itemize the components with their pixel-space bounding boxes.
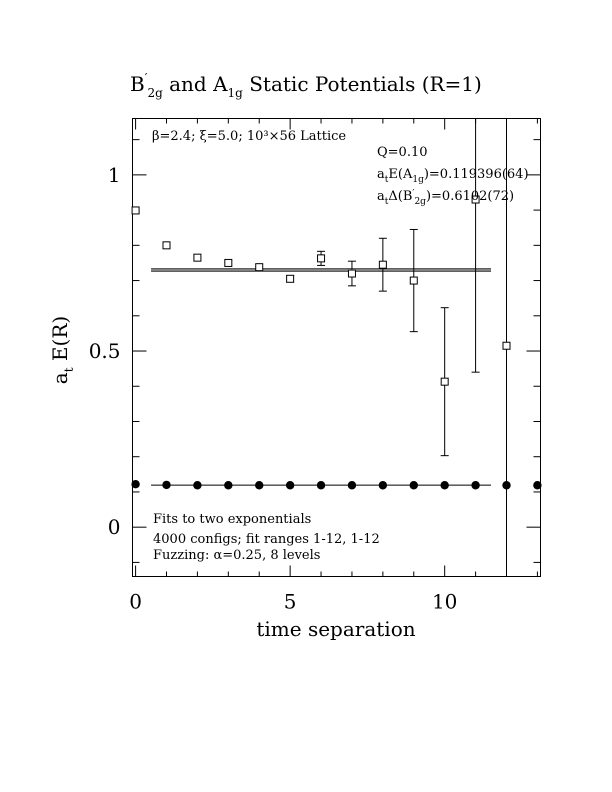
annotation-a1g-energy: atE(A1g)=0.119396(64) bbox=[377, 167, 529, 185]
x-tick-label: 0 bbox=[129, 590, 142, 614]
b2g-data-point bbox=[286, 274, 295, 283]
tick-labels: 0 5 10 0 0.5 1 bbox=[89, 163, 458, 614]
a1g-data-point bbox=[347, 481, 357, 490]
a1g-rest: )=0.119396(64) bbox=[424, 167, 529, 182]
a1g-t: t bbox=[385, 175, 389, 185]
a1g-mid: E(A bbox=[388, 167, 413, 182]
y-label-a: a bbox=[48, 372, 72, 384]
annotation-params: β=2.4; ξ=5.0; 10³×56 Lattice bbox=[152, 129, 346, 144]
annotation-fit-2: 4000 configs; fit ranges 1-12, 1-12 bbox=[153, 532, 380, 547]
a1g-data-point bbox=[316, 481, 326, 490]
b2g-data-point bbox=[502, 341, 511, 350]
b2g-data-point bbox=[409, 276, 418, 285]
fit-lines bbox=[151, 268, 492, 486]
annotation-b2g-gap: atΔ(B′2g)=0.6102(72) bbox=[377, 189, 514, 207]
b2g-data-point bbox=[347, 269, 356, 278]
x-tick-label: 10 bbox=[432, 590, 457, 614]
annotation-q: Q=0.10 bbox=[377, 145, 428, 160]
a1g-data-point bbox=[255, 481, 264, 490]
b2g-sub: 2g bbox=[414, 197, 426, 207]
tick-marks bbox=[132, 118, 541, 577]
b2g-data-point bbox=[162, 241, 171, 250]
b2g-data-point bbox=[193, 253, 202, 262]
title-main: B bbox=[130, 72, 145, 96]
title-sub-2: 1g bbox=[228, 86, 244, 100]
a1g-data-point bbox=[162, 480, 171, 490]
b2g-t: t bbox=[385, 197, 389, 207]
a1g-data-point bbox=[378, 481, 388, 490]
b2g-data-point bbox=[440, 377, 449, 386]
title-sub-1: 2g bbox=[147, 86, 163, 100]
b2g-a: a bbox=[377, 189, 385, 204]
y-label-rest: E(R) bbox=[48, 316, 72, 368]
a1g-sub: 1g bbox=[412, 175, 424, 185]
chart-title: B′2g and A1g Static Potentials (R=1) bbox=[130, 71, 482, 100]
a1g-data-point bbox=[285, 481, 295, 490]
annotation-fit-1: Fits to two exponentials bbox=[153, 512, 311, 527]
y-tick-label: 0.5 bbox=[89, 339, 121, 363]
title-mid: and A bbox=[163, 72, 228, 96]
b2g-data-point bbox=[378, 260, 387, 269]
b2g-mid: Δ(B bbox=[388, 189, 412, 204]
x-tick-label: 5 bbox=[284, 590, 297, 614]
a1g-data-point bbox=[440, 481, 449, 490]
b2g-data-point bbox=[131, 206, 140, 215]
b2g-data-point bbox=[471, 195, 480, 204]
b2g-rest: )=0.6102(72) bbox=[426, 189, 514, 204]
b2g-data-point bbox=[224, 258, 233, 267]
y-label-sub: t bbox=[62, 367, 76, 372]
a1g-a: a bbox=[377, 167, 385, 182]
b2g-prime: ′ bbox=[412, 189, 414, 199]
y-tick-label: 1 bbox=[108, 163, 121, 187]
a1g-data-point bbox=[409, 481, 418, 490]
annotation-fit-3: Fuzzing: α=0.25, 8 levels bbox=[153, 548, 320, 563]
title-prime: ′ bbox=[145, 71, 148, 85]
b2g-data-point bbox=[317, 254, 326, 263]
title-rest: Static Potentials (R=1) bbox=[243, 72, 482, 96]
y-tick-label: 0 bbox=[108, 515, 121, 539]
a1g-data-point bbox=[193, 481, 202, 490]
a1g-data-point bbox=[131, 479, 140, 489]
y-axis-label: at E(R) bbox=[48, 316, 76, 384]
data-series bbox=[131, 118, 542, 577]
b2g-data-point bbox=[255, 263, 264, 272]
a1g-data-point bbox=[533, 481, 542, 490]
x-axis-label: time separation bbox=[256, 617, 415, 641]
plot-frame bbox=[132, 118, 541, 577]
a1g-data-point bbox=[224, 481, 233, 490]
a1g-data-point bbox=[471, 481, 480, 490]
a1g-data-point bbox=[502, 481, 511, 490]
